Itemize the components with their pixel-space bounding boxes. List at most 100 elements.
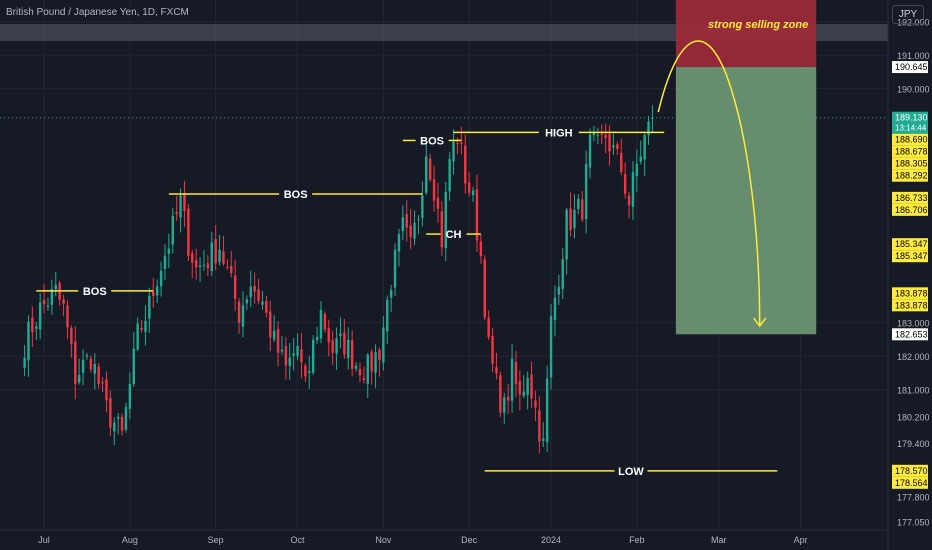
y-tick-label: 177.800 bbox=[897, 493, 930, 503]
candle bbox=[296, 333, 299, 360]
candle bbox=[27, 315, 30, 377]
candle bbox=[635, 149, 639, 192]
candle-body bbox=[183, 193, 186, 211]
candle bbox=[288, 342, 291, 380]
candle bbox=[140, 320, 143, 333]
candle-body bbox=[421, 195, 424, 218]
candle bbox=[538, 396, 541, 454]
candle-body bbox=[612, 145, 615, 148]
candle-body bbox=[296, 345, 299, 356]
x-tick-label: Mar bbox=[711, 535, 727, 545]
candle bbox=[421, 181, 424, 227]
candle-body bbox=[343, 332, 346, 355]
candle bbox=[62, 294, 65, 317]
candle-body bbox=[136, 323, 139, 350]
candle bbox=[280, 335, 284, 355]
candle bbox=[136, 317, 139, 352]
candle bbox=[596, 127, 600, 145]
candle bbox=[386, 295, 389, 345]
candle-body bbox=[417, 219, 420, 221]
candle bbox=[265, 295, 268, 318]
candle bbox=[378, 347, 381, 377]
candle-body bbox=[600, 133, 603, 135]
candle-body bbox=[452, 141, 455, 162]
price-tag bbox=[892, 111, 928, 134]
x-tick-label: Oct bbox=[291, 535, 306, 545]
candle-body bbox=[639, 156, 642, 162]
candle-body bbox=[378, 349, 381, 361]
candle bbox=[526, 371, 529, 410]
price-tag-label: 182.653 bbox=[895, 329, 928, 339]
candle-body bbox=[350, 340, 354, 369]
candle bbox=[308, 356, 311, 389]
y-tick-label: 182.000 bbox=[897, 352, 930, 362]
candle-body bbox=[292, 353, 295, 356]
candle bbox=[109, 390, 112, 436]
candle bbox=[620, 138, 623, 176]
candle-body bbox=[471, 190, 475, 196]
price-tag bbox=[892, 464, 928, 477]
target-zone bbox=[675, 67, 817, 335]
candle-body bbox=[362, 377, 366, 380]
price-tag bbox=[892, 238, 928, 251]
candle bbox=[191, 249, 194, 279]
candle-body bbox=[428, 158, 432, 180]
candle bbox=[491, 328, 494, 373]
candle-body bbox=[38, 302, 42, 330]
candle-body bbox=[549, 316, 553, 378]
candle bbox=[350, 330, 354, 377]
candle bbox=[171, 207, 174, 254]
candle bbox=[202, 250, 206, 271]
candle bbox=[93, 353, 96, 390]
candle-body bbox=[530, 374, 533, 399]
candle bbox=[428, 154, 432, 182]
candle-body bbox=[432, 179, 436, 201]
candle bbox=[588, 128, 592, 179]
candle bbox=[542, 422, 545, 448]
candle bbox=[97, 362, 100, 389]
candle bbox=[600, 124, 603, 144]
candle-body bbox=[315, 336, 319, 341]
candle-body bbox=[526, 377, 529, 395]
candle-body bbox=[42, 300, 46, 305]
candle bbox=[479, 234, 483, 264]
price-tag bbox=[892, 61, 928, 74]
candle bbox=[81, 349, 85, 386]
currency-button[interactable]: JPY bbox=[892, 5, 924, 24]
candle bbox=[518, 370, 522, 411]
candle bbox=[514, 350, 518, 398]
candle bbox=[233, 259, 237, 312]
candle bbox=[319, 301, 323, 344]
candle-body bbox=[155, 286, 159, 296]
header-band bbox=[0, 24, 888, 41]
candle-body bbox=[436, 197, 440, 209]
candle-body bbox=[592, 132, 596, 136]
price-tag-label: 186.733 bbox=[895, 193, 928, 203]
candle bbox=[565, 207, 568, 275]
candle bbox=[210, 231, 213, 277]
candle-body bbox=[284, 346, 288, 366]
candle-body bbox=[148, 295, 151, 319]
candle-body bbox=[74, 341, 77, 384]
candle bbox=[245, 295, 249, 311]
candle bbox=[70, 325, 73, 358]
candle bbox=[573, 194, 576, 239]
candle-body bbox=[616, 144, 619, 150]
candle-body bbox=[475, 189, 479, 241]
candle bbox=[569, 192, 572, 237]
price-tag-label: 190.645 bbox=[895, 62, 928, 72]
candle bbox=[561, 248, 564, 300]
candle bbox=[577, 194, 580, 215]
candle-body bbox=[339, 333, 342, 337]
candle bbox=[241, 291, 245, 338]
candle-body bbox=[397, 234, 401, 252]
candle bbox=[425, 142, 428, 196]
candle bbox=[503, 392, 506, 424]
candle bbox=[38, 293, 42, 340]
candle-body bbox=[495, 367, 498, 374]
candle bbox=[530, 361, 533, 409]
candle-body bbox=[245, 299, 249, 304]
price-tag bbox=[892, 250, 928, 263]
